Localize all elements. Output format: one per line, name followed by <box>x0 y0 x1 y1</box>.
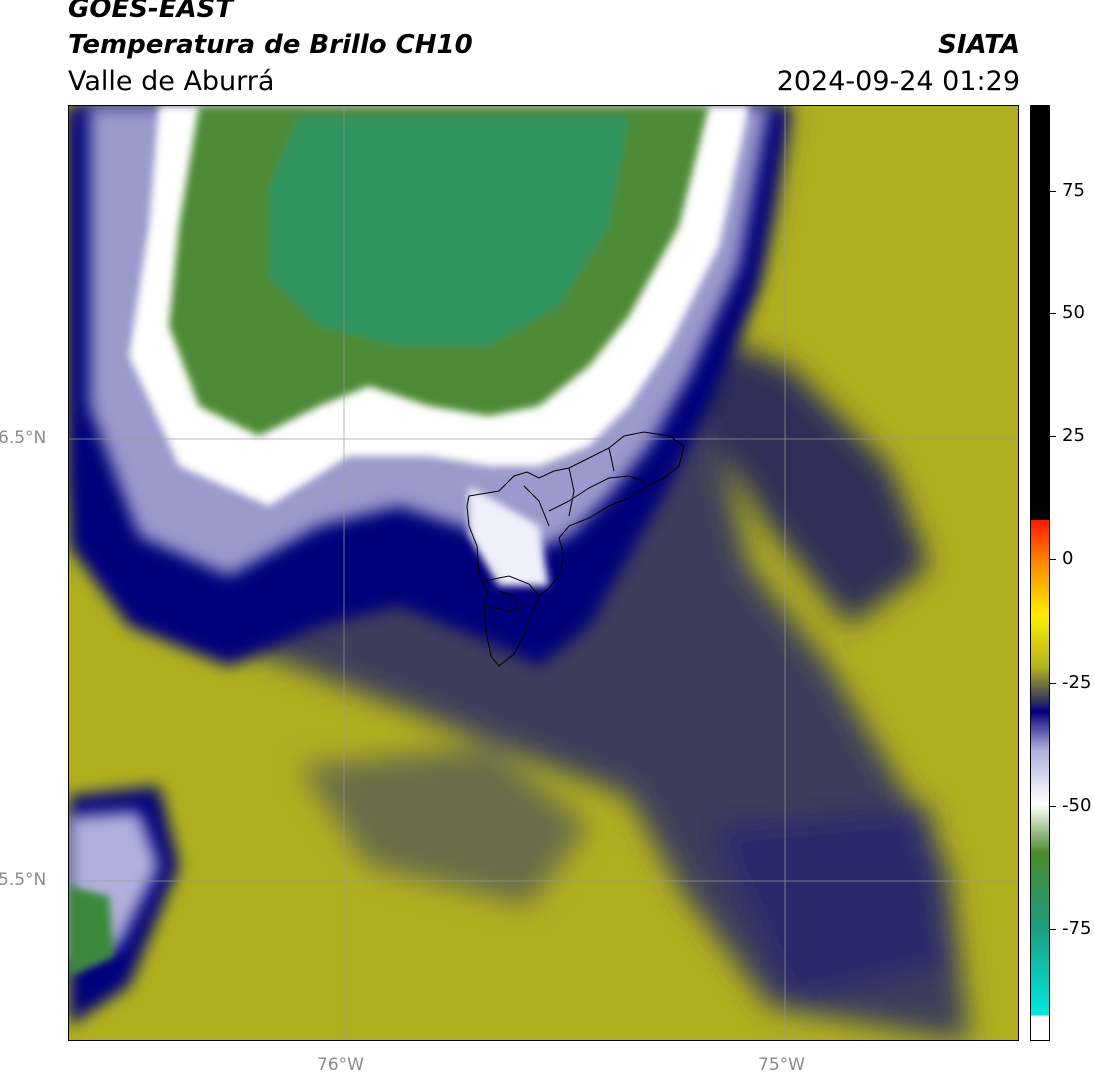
colorbar-tick <box>1050 929 1056 930</box>
colorbar-label-50: 50 <box>1062 302 1085 323</box>
colorbar-tick <box>1050 806 1056 807</box>
product-title: Temperatura de Brillo CH10 <box>68 30 473 60</box>
colorbar-tick <box>1050 559 1056 560</box>
organization-label: SIATA <box>938 30 1020 60</box>
brightness-temperature-map <box>68 105 1019 1041</box>
satellite-title: GOES-EAST <box>68 0 234 24</box>
colorbar-label-75: 75 <box>1062 180 1085 201</box>
municipal-boundaries <box>466 431 685 667</box>
lat-label-5-5n: 5.5°N <box>0 870 47 890</box>
colorbar-label-minus-25: -25 <box>1062 672 1092 693</box>
datetime-label: 2024-09-24 01:29 <box>776 66 1020 97</box>
colorbar <box>1030 105 1050 1041</box>
lat-label-6-5n: 6.5°N <box>0 428 47 448</box>
green-core <box>69 106 709 976</box>
colorbar-label-0: 0 <box>1062 548 1074 569</box>
lon-label-75w: 75°W <box>758 1055 805 1075</box>
map-canvas <box>69 106 1018 1040</box>
colorbar-label-minus-50: -50 <box>1062 795 1092 816</box>
colorbar-tick <box>1050 191 1056 192</box>
colorbar-label-25: 25 <box>1062 425 1085 446</box>
colorbar-tick <box>1050 313 1056 314</box>
colorbar-tick <box>1050 436 1056 437</box>
region-subtitle: Valle de Aburrá <box>68 66 275 97</box>
colorbar-tick <box>1050 683 1056 684</box>
lon-label-76w: 76°W <box>317 1055 364 1075</box>
colorbar-label-minus-75: -75 <box>1062 918 1092 939</box>
